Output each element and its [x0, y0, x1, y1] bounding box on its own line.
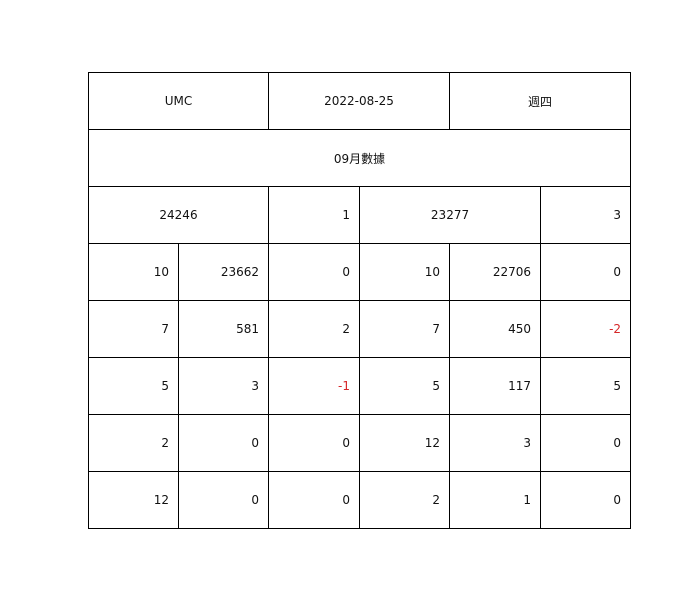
header-row: UMC 2022-08-25 週四: [87, 72, 632, 130]
table-cell: -2: [540, 300, 632, 358]
table-cell: 0: [540, 243, 632, 301]
table-cell: 22706: [449, 243, 542, 301]
table-cell: 0: [177, 471, 270, 529]
table-row: 5 3 -1 5 117 5: [88, 357, 632, 415]
table-cell: 117: [449, 357, 542, 415]
table-cell: 0: [540, 414, 632, 472]
table-cell: 450: [449, 300, 542, 358]
left-change-cell: 1: [268, 186, 361, 244]
table-cell: 2: [268, 300, 361, 358]
table-row: 12 0 0 2 1 0: [88, 471, 632, 529]
data-table: UMC 2022-08-25 週四 09月數據 24246 1 23277 3 …: [87, 72, 632, 529]
table-cell: 12: [359, 414, 451, 472]
table-cell: 7: [88, 300, 179, 358]
table-cell: 10: [88, 243, 179, 301]
right-total-cell: 23277: [359, 186, 542, 244]
table-cell: 10: [359, 243, 451, 301]
month-title-cell: 09月數據: [87, 129, 632, 187]
table-cell: -1: [268, 357, 361, 415]
table-cell: 7: [359, 300, 451, 358]
table-cell: 1: [449, 471, 542, 529]
title-row: 09月數據: [87, 129, 632, 187]
summary-row: 24246 1 23277 3: [87, 186, 632, 244]
table-cell: 0: [268, 243, 361, 301]
table-cell: 12: [88, 471, 179, 529]
table-cell: 0: [540, 471, 632, 529]
table-cell: 0: [177, 414, 270, 472]
table-cell: 5: [359, 357, 451, 415]
table-cell: 3: [177, 357, 270, 415]
left-total-cell: 24246: [87, 186, 270, 244]
ticker-cell: UMC: [87, 72, 270, 130]
data-rows: 10 23662 0 10 22706 0 7 581 2 7 450 -2 5 3 -1 5 117 5 2 0 0 1…: [88, 243, 632, 529]
table-row: 10 23662 0 10 22706 0: [88, 243, 632, 301]
table-cell: 23662: [177, 243, 270, 301]
table-cell: 0: [268, 471, 361, 529]
table-cell: 581: [177, 300, 270, 358]
table-row: 2 0 0 12 3 0: [88, 414, 632, 472]
table-row: 7 581 2 7 450 -2: [88, 300, 632, 358]
right-change-cell: 3: [540, 186, 632, 244]
weekday-cell: 週四: [449, 72, 632, 130]
table-cell: 2: [359, 471, 451, 529]
table-cell: 3: [449, 414, 542, 472]
table-cell: 0: [268, 414, 361, 472]
date-cell: 2022-08-25: [268, 72, 451, 130]
table-cell: 5: [88, 357, 179, 415]
table-cell: 5: [540, 357, 632, 415]
table-cell: 2: [88, 414, 179, 472]
